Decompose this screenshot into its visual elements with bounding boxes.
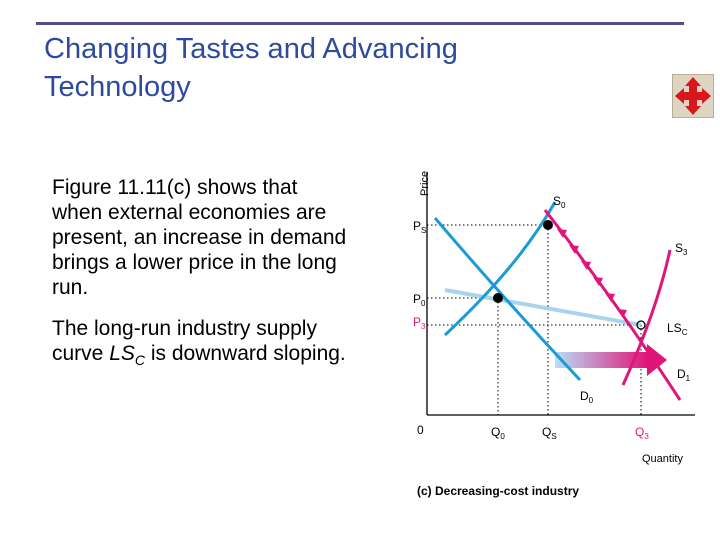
price-label-p0: P0: [413, 292, 426, 308]
adjust-arrow-6: [617, 309, 627, 318]
demand-shift-arrow-head: [647, 344, 667, 376]
equilibrium-initial: [493, 293, 503, 303]
figure-caption: (c) Decreasing-cost industry: [417, 484, 579, 498]
adjust-arrow-2: [569, 245, 579, 254]
paragraph-1: Figure 11.11(c) shows that when external…: [52, 176, 347, 299]
equilibrium-long-run: [636, 320, 646, 330]
adjust-arrow-4: [593, 277, 603, 286]
slide-body: Figure 11.11(c) shows that when external…: [52, 175, 352, 389]
curve-label-s3: S3: [675, 241, 688, 257]
x-axis-label: Quantity: [642, 453, 683, 465]
d0-curve: [433, 217, 582, 382]
demand-shift-arrow-body: [555, 352, 647, 368]
paragraph-2: The long-run industry supply curve LSC i…: [52, 316, 352, 373]
curve-label-s0: S0: [553, 194, 566, 210]
lsc-curve: [444, 288, 642, 327]
title-line-1: Changing Tastes and Advancing: [44, 33, 458, 65]
s0-curve: [443, 201, 557, 337]
adjust-arrow-3: [581, 261, 591, 270]
equilibrium-short-run: [543, 220, 553, 230]
decreasing-cost-figure: Price Quantity 0 PS P0 P3 Q0 QS Q3 S0 S3…: [413, 171, 695, 498]
y-axis-label: Price: [419, 171, 431, 196]
quantity-label-qs: QS: [542, 425, 557, 441]
adjust-arrow-1: [557, 229, 567, 238]
price-label-p3: P3: [413, 315, 426, 331]
origin-label: 0: [417, 423, 424, 437]
four-way-arrows-icon[interactable]: [672, 74, 714, 118]
adjust-arrow-5: [605, 293, 615, 302]
s3-curve: [621, 249, 672, 386]
paragraph-2-post: is downward sloping.: [145, 342, 346, 365]
curve-label-d0: D0: [580, 389, 594, 405]
lsc-term-sub: C: [134, 352, 145, 369]
curve-label-d1: D1: [677, 367, 691, 383]
d1-curve: [543, 209, 682, 401]
paragraph-2-pre: The long-run industry supply curve: [52, 317, 317, 365]
lsc-term: LSC: [109, 342, 145, 369]
adjustment-arrows: [557, 229, 627, 318]
title-rule: [36, 22, 684, 25]
curve-label-lsc: LSC: [667, 321, 688, 337]
guide-lines: [427, 224, 642, 415]
four-way-arrows-glyph: [675, 77, 711, 115]
lsc-term-main: LS: [109, 342, 135, 365]
quantity-label-q0: Q0: [491, 425, 505, 441]
title-line-2: Technology: [44, 71, 191, 103]
quantity-label-q3: Q3: [635, 425, 649, 441]
slide-title: Changing Tastes and Advancing Technology: [44, 30, 604, 106]
price-label-ps: PS: [413, 219, 426, 235]
